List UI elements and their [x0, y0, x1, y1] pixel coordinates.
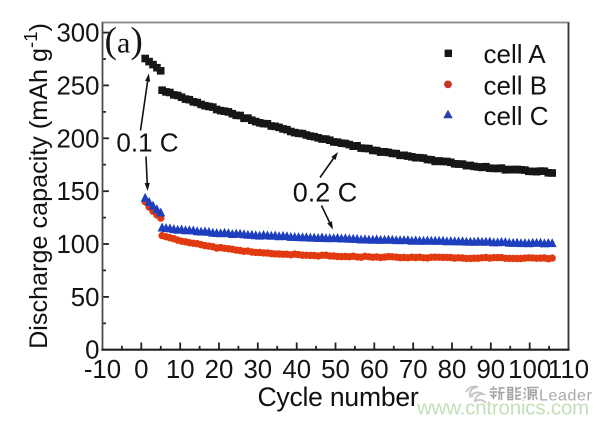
svg-text:-10: -10: [84, 356, 121, 384]
svg-text:100: 100: [56, 231, 99, 259]
svg-text:60: 60: [360, 356, 389, 384]
svg-text:110: 110: [548, 356, 589, 384]
svg-text:90: 90: [476, 356, 505, 384]
svg-text:200: 200: [56, 125, 99, 153]
svg-text:20: 20: [205, 356, 234, 384]
svg-text:www.cntronics.com: www.cntronics.com: [416, 397, 589, 420]
svg-text:(a): (a): [105, 21, 143, 62]
svg-text:cell B: cell B: [484, 71, 548, 101]
svg-text:Leader: Leader: [539, 388, 592, 405]
svg-text:Discharge capacity (mAh g-1): Discharge capacity (mAh g-1): [20, 23, 53, 349]
svg-text:cell A: cell A: [484, 39, 547, 69]
svg-text:Cycle number: Cycle number: [257, 382, 418, 412]
svg-text:300: 300: [56, 20, 99, 48]
svg-text:50: 50: [71, 284, 100, 312]
svg-text:150: 150: [56, 178, 99, 206]
svg-text:0.2 C: 0.2 C: [293, 178, 358, 208]
svg-text:80: 80: [438, 356, 467, 384]
svg-text:30: 30: [243, 356, 272, 384]
svg-text:100: 100: [508, 356, 551, 384]
svg-text:cell C: cell C: [484, 101, 549, 131]
svg-text:50: 50: [321, 356, 350, 384]
svg-text:0: 0: [134, 356, 148, 384]
svg-text:250: 250: [56, 72, 99, 100]
svg-text:70: 70: [399, 356, 428, 384]
svg-text:40: 40: [282, 356, 311, 384]
svg-text:10: 10: [166, 356, 195, 384]
svg-text:0.1 C: 0.1 C: [116, 128, 178, 158]
svg-text:0: 0: [85, 337, 99, 365]
